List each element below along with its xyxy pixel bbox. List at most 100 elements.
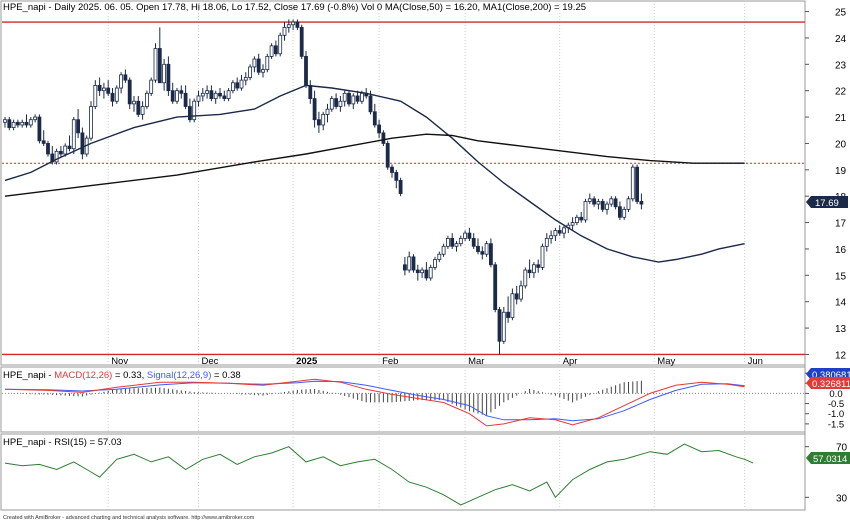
candle-body xyxy=(162,63,167,84)
candle-body xyxy=(230,82,235,92)
rsi-line xyxy=(4,443,754,506)
candle xyxy=(351,93,356,110)
candle-body xyxy=(28,119,33,126)
x-tick-label: 2025 xyxy=(296,356,318,367)
candle xyxy=(381,130,386,147)
candle-body xyxy=(484,243,489,255)
candle xyxy=(334,93,339,110)
candle xyxy=(575,214,579,226)
candle-body xyxy=(89,106,93,139)
candle-body xyxy=(527,269,532,274)
candle-body xyxy=(179,90,184,94)
candle xyxy=(411,254,416,273)
candle-body xyxy=(553,230,558,237)
rsi-y-tick-label: 30 xyxy=(836,493,848,504)
candle xyxy=(291,19,296,31)
candle-body xyxy=(316,119,321,126)
candle xyxy=(622,206,627,220)
candle-body xyxy=(76,119,80,134)
candle-body xyxy=(192,100,197,121)
candle xyxy=(230,80,235,94)
candle xyxy=(140,101,145,120)
rsi-y-tick-label: 70 xyxy=(836,443,848,454)
candle-body xyxy=(493,264,498,311)
candle-body xyxy=(144,92,149,107)
candle xyxy=(123,69,128,83)
candle-body xyxy=(67,145,72,150)
candle xyxy=(114,85,119,104)
grid-layer xyxy=(107,1,746,510)
price-y-tick-label: 25 xyxy=(835,8,847,19)
candle-body xyxy=(304,55,308,86)
signal-line xyxy=(4,380,745,422)
price-y-tick-label: 20 xyxy=(835,139,847,150)
candle-body xyxy=(256,58,261,73)
candle xyxy=(609,196,614,207)
candle xyxy=(93,80,98,110)
candle-body xyxy=(540,245,545,268)
candle xyxy=(433,256,437,271)
candle-body xyxy=(355,95,360,102)
candle xyxy=(243,72,248,86)
macd-y-tick-label: -1.0 xyxy=(828,409,844,420)
candle xyxy=(110,88,115,107)
candle-body xyxy=(359,92,364,102)
candle-body xyxy=(445,237,450,247)
candle-body xyxy=(123,74,128,81)
candle-body xyxy=(424,269,429,279)
candle xyxy=(514,285,519,305)
candle xyxy=(402,256,407,276)
candle-body xyxy=(428,267,433,279)
candle xyxy=(239,74,244,91)
candle xyxy=(106,80,111,96)
candle xyxy=(527,259,532,278)
candle-body xyxy=(93,85,98,107)
candle xyxy=(28,117,33,128)
candle-body xyxy=(347,92,351,105)
candle xyxy=(394,169,399,189)
candle-body xyxy=(321,114,326,126)
candle xyxy=(557,225,562,236)
candle xyxy=(149,77,154,96)
macd-header-signal: Signal(12,26,9) xyxy=(147,370,211,381)
candle xyxy=(587,193,592,205)
candle-body xyxy=(15,121,20,126)
candle xyxy=(639,193,644,210)
candle xyxy=(269,43,274,60)
candle-body xyxy=(463,232,468,239)
candle xyxy=(355,90,360,104)
candle xyxy=(166,56,171,96)
candle xyxy=(415,264,420,281)
candle-body xyxy=(261,69,265,73)
candle-body xyxy=(635,166,639,202)
candle-body xyxy=(398,179,403,194)
candle xyxy=(200,88,205,102)
candle xyxy=(89,101,93,141)
candle xyxy=(127,77,132,110)
candle-body xyxy=(441,245,446,255)
candle-body xyxy=(480,251,485,255)
candle xyxy=(592,196,596,207)
candle xyxy=(420,267,425,278)
candle-body xyxy=(136,100,141,115)
candle xyxy=(458,235,463,247)
candle-body xyxy=(286,24,291,28)
candle-body xyxy=(407,256,412,271)
candle-body xyxy=(596,201,601,205)
candle-body xyxy=(415,269,420,274)
signal-badge: 0.326811 xyxy=(806,377,850,390)
candle-body xyxy=(170,90,175,102)
ma200-line xyxy=(4,133,745,197)
price-badge: 17.69 xyxy=(806,196,848,209)
candle-body xyxy=(639,201,644,205)
macd-badge-text: 0.380681 xyxy=(812,370,850,381)
candle-body xyxy=(592,198,596,205)
candle xyxy=(471,233,476,249)
candle-body xyxy=(166,63,171,92)
candle xyxy=(80,127,85,160)
x-tick-label: Dec xyxy=(202,356,219,367)
candle xyxy=(600,198,605,213)
x-tick-label: Jun xyxy=(748,356,763,367)
candle xyxy=(265,53,270,73)
candle-body xyxy=(157,48,162,84)
